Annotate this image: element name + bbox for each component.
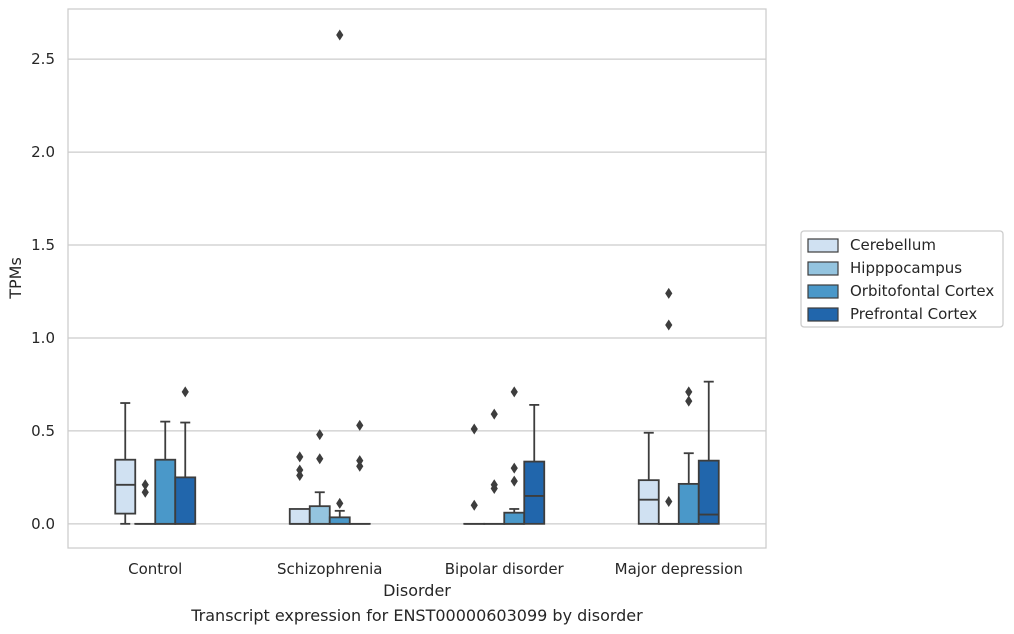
legend-swatch — [807, 238, 839, 253]
legend-label: Hipppocampus — [850, 259, 962, 277]
outlier-point — [141, 479, 149, 491]
box-prefrontal-cortex — [348, 419, 371, 525]
outlier-point — [685, 395, 693, 407]
box-body — [288, 508, 311, 525]
outlier-point — [356, 419, 364, 431]
y-tick-label: 2.5 — [31, 50, 55, 68]
outlier-point — [510, 386, 518, 398]
x-axis-title: Disorder — [383, 581, 451, 600]
legend-swatch — [807, 307, 839, 322]
legend-label: Orbitofontal Cortex — [850, 282, 994, 300]
outlier-point — [665, 287, 673, 299]
box-body — [637, 479, 660, 525]
outlier-point — [665, 319, 673, 331]
legend-frame — [800, 230, 1004, 328]
outlier-point — [470, 423, 478, 435]
outlier-point — [316, 453, 324, 465]
y-axis: 0.0 0.5 1.0 1.5 2.0 2.5 — [31, 50, 55, 533]
legend-label: Prefrontal Cortex — [850, 305, 977, 323]
x-tick-label: Schizophrenia — [277, 560, 382, 578]
box-body — [154, 458, 177, 525]
y-axis-title: TPMs — [6, 257, 25, 300]
box-body — [308, 505, 331, 525]
outlier-point — [490, 408, 498, 420]
box-cerebellum — [288, 451, 311, 525]
box-prefrontal-cortex — [174, 386, 197, 525]
figure-caption: Transcript expression for ENST0000060309… — [191, 606, 643, 625]
outlier-point — [685, 386, 693, 398]
box-body — [114, 458, 137, 515]
box-hipppocampus — [134, 479, 157, 525]
y-tick-label: 1.5 — [31, 236, 55, 254]
outlier-point — [141, 486, 149, 498]
x-tick-label: Control — [128, 560, 182, 578]
outlier-point — [665, 496, 673, 508]
y-tick-label: 2.0 — [31, 143, 55, 161]
outlier-point — [490, 479, 498, 491]
box-prefrontal-cortex — [523, 403, 546, 525]
plot-frame — [67, 8, 767, 549]
box-cerebellum — [463, 423, 486, 525]
box-cerebellum — [114, 402, 137, 525]
outlier-point — [356, 455, 364, 467]
outlier-point — [296, 464, 304, 476]
y-tick-label: 1.0 — [31, 329, 55, 347]
legend-swatch — [807, 284, 839, 299]
y-tick-label: 0.0 — [31, 515, 55, 533]
outlier-point — [336, 497, 344, 509]
box-body — [174, 476, 197, 525]
grid-lines — [68, 58, 766, 525]
x-axis: Control Schizophrenia Bipolar disorder Majo… — [128, 560, 743, 578]
box-orbitofontal-cortex — [677, 386, 700, 525]
outlier-point — [470, 499, 478, 511]
outlier-point — [181, 386, 189, 398]
outlier-point — [510, 475, 518, 487]
x-tick-label: Major depression — [615, 560, 743, 578]
box-cerebellum — [637, 431, 660, 525]
outlier-point — [356, 460, 364, 472]
box-orbitofontal-cortex — [154, 420, 177, 525]
box-body — [677, 482, 700, 525]
box-body — [523, 460, 546, 525]
outlier-point — [336, 29, 344, 41]
box-orbitofontal-cortex — [503, 386, 526, 525]
plot-area — [114, 29, 720, 525]
box-hipppocampus — [657, 287, 680, 525]
outlier-point — [296, 470, 304, 482]
box-orbitofontal-cortex — [328, 29, 351, 525]
box-body — [697, 459, 720, 525]
box-prefrontal-cortex — [697, 380, 720, 525]
box-body — [328, 516, 351, 525]
box-body — [503, 511, 526, 525]
legend-label: Cerebellum — [850, 236, 936, 254]
outlier-point — [510, 462, 518, 474]
legend: Cerebellum Hipppocampus Orbitofontal Corte… — [800, 230, 1004, 328]
box-hipppocampus — [483, 408, 506, 525]
legend-swatch — [807, 261, 839, 276]
outlier-point — [316, 429, 324, 441]
x-tick-label: Bipolar disorder — [445, 560, 565, 578]
box-hipppocampus — [308, 429, 331, 525]
outlier-point — [296, 451, 304, 463]
y-tick-label: 0.5 — [31, 422, 55, 440]
